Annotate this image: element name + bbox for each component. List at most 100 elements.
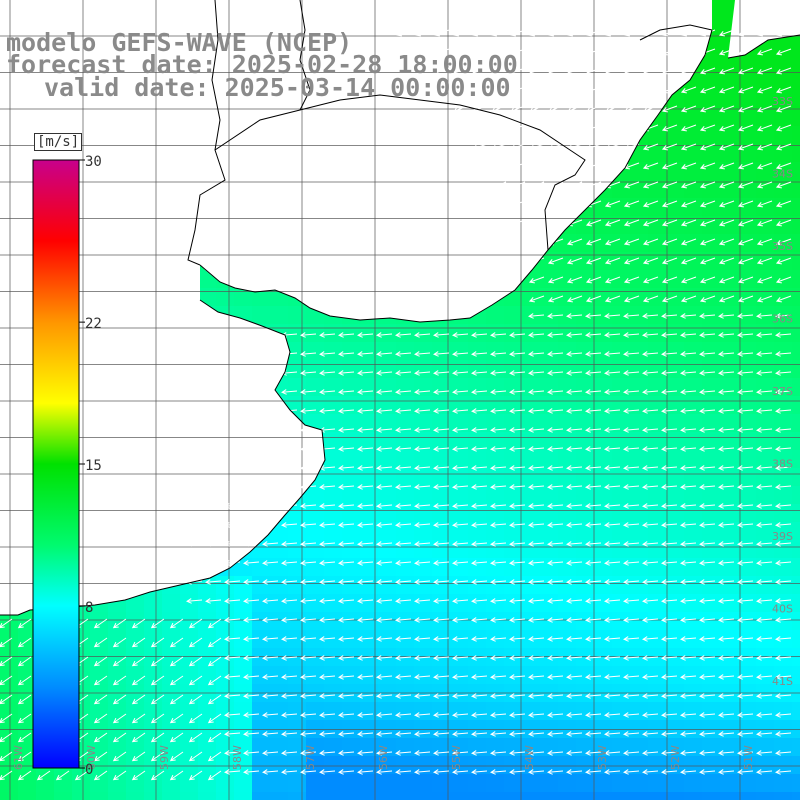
wind-arrow bbox=[699, 655, 716, 661]
wind-arrow bbox=[585, 143, 602, 151]
wind-arrow bbox=[528, 560, 545, 566]
wind-arrow bbox=[224, 598, 241, 604]
wind-arrow bbox=[112, 751, 127, 762]
wind-cell bbox=[468, 342, 487, 361]
wind-arrow bbox=[642, 143, 659, 151]
wind-arrow bbox=[395, 617, 412, 623]
wind-arrow bbox=[357, 484, 374, 490]
wind-arrow bbox=[376, 617, 393, 623]
wind-arrow bbox=[623, 67, 640, 75]
wind-arrow bbox=[262, 522, 279, 528]
wind-arrow bbox=[243, 750, 260, 756]
wind-arrow bbox=[699, 351, 716, 357]
wind-cell bbox=[270, 648, 289, 667]
wind-cell bbox=[396, 450, 415, 469]
wind-arrow bbox=[642, 219, 659, 227]
wind-cell bbox=[612, 666, 631, 685]
wind-cell bbox=[414, 504, 433, 523]
wind-arrow bbox=[433, 560, 450, 566]
wind-arrow bbox=[509, 162, 526, 170]
wind-arrow bbox=[661, 389, 678, 395]
wind-arrow bbox=[414, 332, 431, 338]
wind-arrow bbox=[528, 503, 545, 509]
wind-cell bbox=[162, 594, 181, 613]
wind-arrow bbox=[718, 105, 735, 113]
wind-arrow bbox=[74, 770, 89, 781]
wind-arrow bbox=[319, 560, 336, 566]
wind-arrow bbox=[680, 655, 697, 661]
wind-cell bbox=[792, 360, 800, 379]
wind-arrow bbox=[775, 503, 792, 509]
wind-cell bbox=[90, 648, 109, 667]
wind-arrow bbox=[756, 598, 773, 604]
wind-arrow bbox=[509, 731, 526, 737]
wind-arrow bbox=[718, 295, 735, 303]
wind-cell bbox=[648, 630, 667, 649]
wind-arrow bbox=[357, 351, 374, 357]
wind-arrow bbox=[112, 694, 127, 705]
wind-cell bbox=[630, 252, 649, 271]
wind-arrow bbox=[604, 219, 621, 227]
wind-cell bbox=[684, 702, 703, 721]
wind-arrow bbox=[528, 351, 545, 357]
wind-arrow bbox=[300, 389, 317, 395]
wind-cell bbox=[702, 234, 721, 253]
wind-cell bbox=[720, 468, 739, 487]
wind-cell bbox=[522, 756, 541, 775]
wind-cell bbox=[702, 522, 721, 541]
wind-cell bbox=[648, 324, 667, 343]
longitude-label: 59W bbox=[158, 745, 171, 770]
wind-arrow bbox=[433, 731, 450, 737]
wind-arrow bbox=[207, 713, 222, 724]
wind-cell bbox=[486, 756, 505, 775]
wind-cell bbox=[486, 522, 505, 541]
wind-arrow bbox=[224, 636, 241, 642]
wind-arrow bbox=[262, 503, 279, 509]
wind-cell bbox=[378, 792, 397, 800]
wind-arrow bbox=[604, 427, 621, 433]
wind-cell bbox=[360, 540, 379, 559]
wind-arrow bbox=[566, 313, 583, 319]
wind-cell bbox=[450, 486, 469, 505]
wind-cell bbox=[540, 540, 559, 559]
wind-cell bbox=[648, 270, 667, 289]
wind-arrow bbox=[528, 769, 545, 775]
wind-cell bbox=[504, 738, 523, 757]
wind-cell bbox=[450, 522, 469, 541]
wind-arrow bbox=[737, 313, 754, 319]
wind-cell bbox=[756, 288, 775, 307]
wind-cell bbox=[324, 468, 343, 487]
wind-arrow bbox=[642, 731, 659, 737]
wind-cell bbox=[360, 396, 379, 415]
wind-cell bbox=[720, 612, 739, 631]
wind-arrow bbox=[243, 655, 260, 661]
wind-arrow bbox=[357, 332, 374, 338]
wind-cell bbox=[324, 360, 343, 379]
wind-cell bbox=[576, 342, 595, 361]
wind-cell bbox=[792, 702, 800, 721]
wind-arrow bbox=[604, 693, 621, 699]
title-forecast-date: forecast date: 2025-02-28 18:00:00 bbox=[6, 50, 518, 79]
wind-cell bbox=[720, 252, 739, 271]
wind-arrow bbox=[452, 579, 469, 585]
wind-cell bbox=[504, 648, 523, 667]
wind-cell bbox=[522, 540, 541, 559]
wind-cell bbox=[792, 504, 800, 523]
wind-cell bbox=[558, 234, 577, 253]
wind-arrow bbox=[680, 636, 697, 642]
wind-arrow bbox=[585, 484, 602, 490]
wind-arrow bbox=[433, 503, 450, 509]
wind-cell bbox=[360, 342, 379, 361]
wind-arrow bbox=[585, 598, 602, 604]
wind-arrow bbox=[604, 332, 621, 338]
wind-cell bbox=[594, 396, 613, 415]
wind-arrow bbox=[623, 484, 640, 490]
wind-cell bbox=[486, 540, 505, 559]
wind-arrow bbox=[395, 655, 412, 661]
latitude-label: 39S bbox=[772, 530, 793, 543]
wind-arrow bbox=[338, 408, 355, 414]
wind-arrow bbox=[756, 712, 773, 718]
wind-arrow bbox=[699, 598, 716, 604]
wind-cell bbox=[198, 702, 217, 721]
wind-cell bbox=[558, 468, 577, 487]
